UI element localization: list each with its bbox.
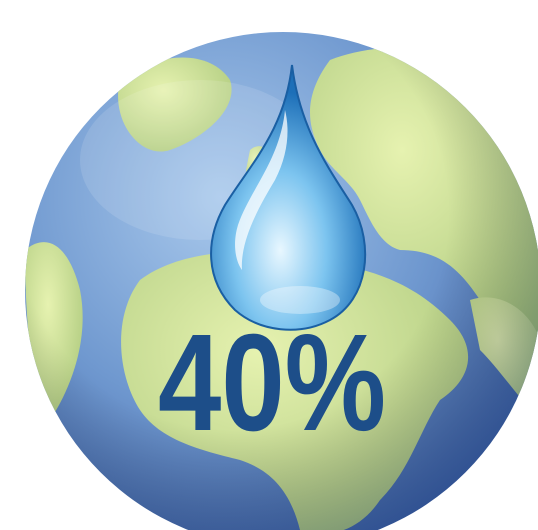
water-drop <box>210 64 367 331</box>
percentage-caption: 40% <box>158 306 386 460</box>
